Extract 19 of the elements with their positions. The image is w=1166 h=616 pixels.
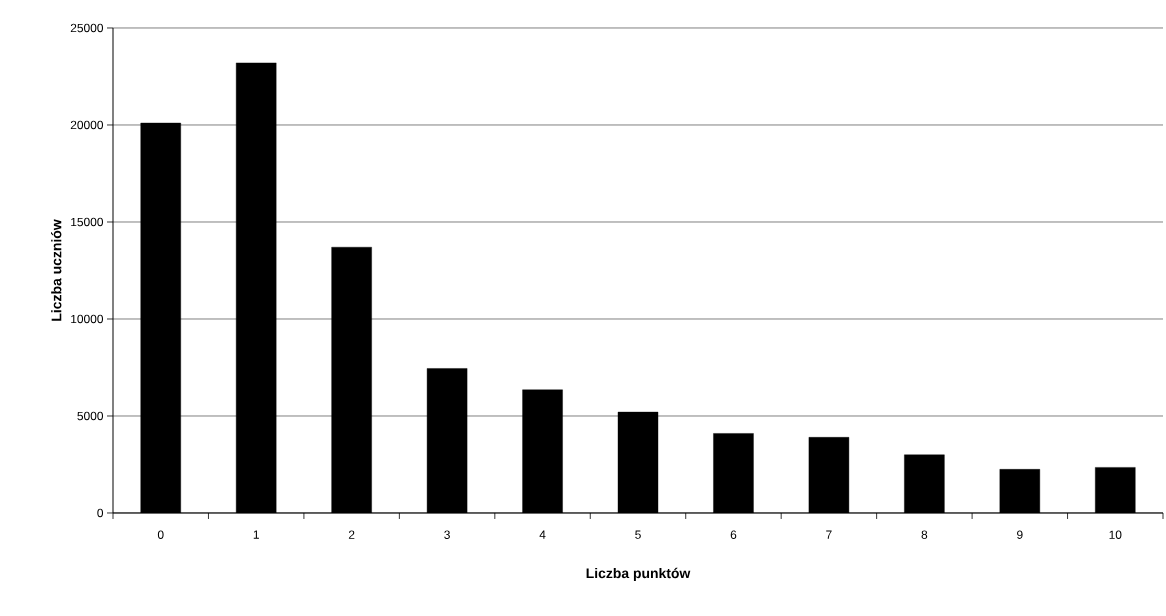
x-tick-label: 7 xyxy=(826,530,832,539)
x-tick-label: 0 xyxy=(157,530,164,539)
y-tick-label: 10000 xyxy=(71,314,104,324)
y-tick-label: 0 xyxy=(97,508,104,518)
x-axis-title: Liczba punktów xyxy=(586,567,691,581)
x-tick-label: 9 xyxy=(1017,530,1023,539)
y-tick-label: 15000 xyxy=(71,217,104,227)
x-tick-label: 3 xyxy=(444,530,450,539)
y-tick-label: 5000 xyxy=(77,411,104,421)
x-tick-label: 5 xyxy=(635,530,641,539)
x-tick-label: 1 xyxy=(253,530,259,539)
x-tick-label: 4 xyxy=(539,530,546,539)
y-axis-title: Liczba uczniów xyxy=(51,219,62,321)
y-tick-label: 25000 xyxy=(70,23,104,33)
x-tick-label: 6 xyxy=(730,530,737,539)
x-tick-label: 2 xyxy=(348,530,355,539)
x-tick-label: 8 xyxy=(921,530,928,539)
y-tick-label: 20000 xyxy=(70,120,104,130)
x-tick-label: 10 xyxy=(1109,530,1122,539)
